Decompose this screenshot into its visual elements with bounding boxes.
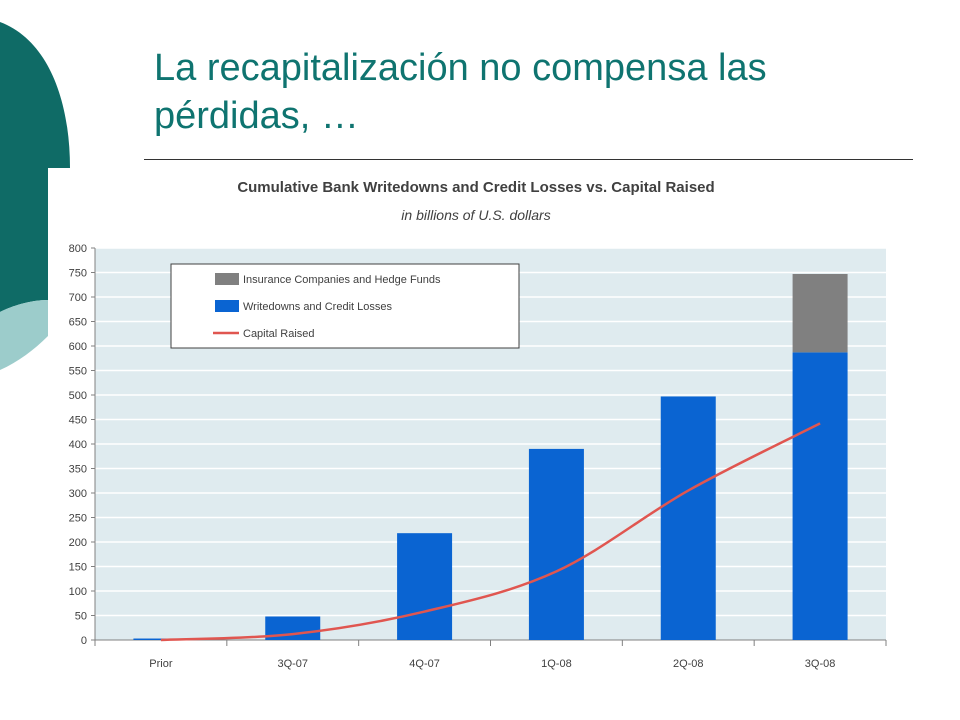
chart: Cumulative Bank Writedowns and Credit Lo… [69, 179, 887, 670]
bar-writedowns [660, 396, 716, 640]
title-divider [144, 159, 913, 160]
bar-writedowns [792, 352, 848, 640]
y-tick-label: 150 [69, 562, 87, 574]
bar-writedowns [265, 616, 321, 640]
legend-label: Capital Raised [243, 328, 315, 340]
x-tick-label: 1Q-08 [541, 658, 572, 670]
legend-label: Writedowns and Credit Losses [243, 301, 392, 313]
decorative-light-block [0, 300, 48, 370]
plot-area: 0 50 100 150 200 250 300 350 400 450 500 550 600 650 7… [69, 243, 887, 670]
capital-raised-line [160, 422, 821, 642]
x-tick-label: 4Q-07 [409, 658, 440, 670]
chart-subtitle: in billions of U.S. dollars [401, 207, 550, 223]
y-tick-label: 450 [69, 415, 87, 427]
x-tick-label: Prior [149, 658, 173, 670]
y-tick-label: 250 [69, 513, 87, 525]
bar-insurance [792, 273, 848, 353]
bar-writedowns [528, 448, 584, 640]
y-tick-label: 750 [69, 268, 87, 280]
y-tick-label: 550 [69, 366, 87, 378]
y-tick-label: 50 [75, 611, 87, 623]
legend-swatch-insurance [215, 273, 239, 285]
y-tick-label: 350 [69, 464, 87, 476]
bar-writedowns [397, 533, 453, 640]
y-tick-label: 600 [69, 341, 87, 353]
y-tick-label: 700 [69, 292, 87, 304]
chart-title: Cumulative Bank Writedowns and Credit Lo… [237, 179, 714, 196]
y-tick-label: 300 [69, 488, 87, 500]
y-tick-label: 800 [69, 243, 87, 255]
x-tick-label: 3Q-07 [277, 658, 308, 670]
slide-title: La recapitalización no compensa las pérd… [154, 47, 767, 137]
y-tick-label: 0 [81, 635, 87, 647]
y-tick-label: 100 [69, 586, 87, 598]
legend-swatch-writedowns [215, 300, 239, 312]
x-tick-label: 3Q-08 [805, 658, 836, 670]
y-tick-label: 200 [69, 537, 87, 549]
y-tick-label: 500 [69, 390, 87, 402]
y-tick-label: 650 [69, 317, 87, 329]
y-tick-label: 400 [69, 439, 87, 451]
x-tick-label: 2Q-08 [673, 658, 704, 670]
legend-label: Insurance Companies and Hedge Funds [243, 274, 441, 286]
